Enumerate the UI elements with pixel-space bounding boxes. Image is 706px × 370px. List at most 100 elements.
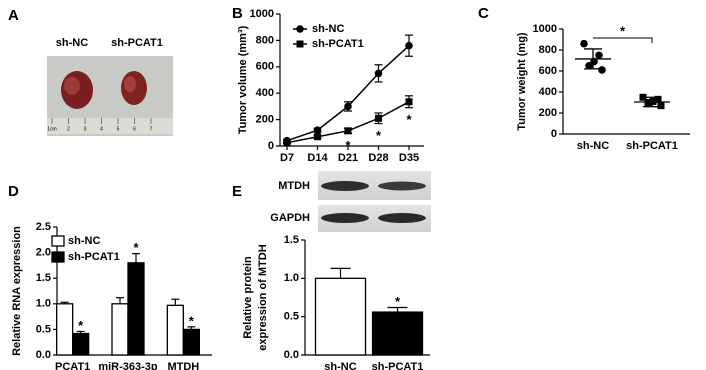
significance: * xyxy=(395,294,401,309)
y-tick-label: 0.5 xyxy=(36,323,51,335)
x-tick-label: sh-PCAT1 xyxy=(372,361,424,370)
bar xyxy=(166,304,184,356)
significance: * xyxy=(620,23,626,38)
marker xyxy=(314,133,321,141)
blot-band xyxy=(321,181,369,191)
blot-label: GAPDH xyxy=(270,212,310,224)
x-tick-label: sh-NC xyxy=(577,140,609,152)
marker xyxy=(657,102,665,110)
y-tick-label: 1000 xyxy=(250,8,274,20)
y-tick-label: 0.0 xyxy=(284,349,299,361)
significance: * xyxy=(189,313,195,328)
y-tick-label: 1.0 xyxy=(284,272,299,284)
marker xyxy=(283,139,291,147)
y-tick-label: 1.5 xyxy=(284,234,299,246)
tumor-highlight xyxy=(64,77,80,95)
tumor-highlight xyxy=(124,76,136,92)
blot-band xyxy=(321,213,369,223)
marker xyxy=(375,114,382,122)
y-tick-label: 600 xyxy=(256,61,274,73)
y-axis-label: Relative protein xyxy=(242,256,254,339)
y-axis-label: Tumor weight (mg) xyxy=(516,32,528,131)
x-tick-label: sh-PCAT1 xyxy=(626,140,678,152)
panel-letter: A xyxy=(8,7,19,24)
y-axis-label: Tumor volume (mm³) xyxy=(237,25,249,134)
ruler-label: 6 xyxy=(133,126,136,132)
marker xyxy=(590,57,598,66)
y-tick-label: 0 xyxy=(551,128,557,140)
ruler-marks: 1cm 2 3 4 5 6 7 xyxy=(47,118,153,132)
x-tick-label: D21 xyxy=(338,152,358,164)
y-axis-label: expression of MTDH xyxy=(257,244,269,350)
marker xyxy=(595,51,603,60)
legend-label: sh-PCAT1 xyxy=(68,251,120,263)
bar xyxy=(72,332,90,356)
y-tick-label: 800 xyxy=(256,34,274,46)
y-tick-label: 1.5 xyxy=(36,272,51,284)
blot-band xyxy=(378,213,426,223)
y-tick-label: 2.5 xyxy=(36,221,51,233)
marker xyxy=(296,25,304,33)
significance: * xyxy=(406,112,412,127)
ruler-label: 4 xyxy=(100,126,103,132)
photo-label: sh-NC xyxy=(56,37,88,49)
bar xyxy=(111,303,129,356)
legend-swatch xyxy=(51,251,65,263)
x-tick-label: D14 xyxy=(307,152,328,164)
x-tick-label: D28 xyxy=(368,152,388,164)
x-tick-label: miR-363-3p xyxy=(98,361,158,370)
bar xyxy=(127,262,145,356)
y-axis-label: Relative RNA expression xyxy=(11,226,23,356)
panel-letter: E xyxy=(232,183,242,200)
legend-swatch xyxy=(51,235,65,247)
legend-label: sh-NC xyxy=(68,235,100,247)
ruler xyxy=(47,118,173,134)
bar xyxy=(371,311,424,356)
bar xyxy=(56,303,74,356)
y-tick-label: 400 xyxy=(256,87,274,99)
panel-letter: B xyxy=(232,5,243,22)
y-tick-label: 400 xyxy=(539,86,557,98)
y-tick-label: 800 xyxy=(539,44,557,56)
x-tick-label: MTDH xyxy=(167,361,199,370)
marker xyxy=(580,39,588,48)
y-tick-label: 2.0 xyxy=(36,247,51,259)
marker xyxy=(344,127,352,135)
significance-bracket xyxy=(593,37,653,43)
ruler-label: 3 xyxy=(84,126,87,132)
legend-label: sh-PCAT1 xyxy=(312,38,364,50)
y-tick-label: 200 xyxy=(539,107,557,119)
marker xyxy=(313,126,322,134)
x-tick-label: D35 xyxy=(399,152,419,164)
significance: * xyxy=(78,318,84,333)
y-tick-label: 1.0 xyxy=(36,298,51,310)
marker xyxy=(654,95,662,103)
y-tick-label: 600 xyxy=(539,65,557,77)
significance: * xyxy=(345,138,351,153)
blot-label: MTDH xyxy=(278,180,310,192)
significance: * xyxy=(133,240,139,255)
y-tick-label: 0 xyxy=(268,140,274,152)
marker xyxy=(374,69,383,78)
panel-letter: C xyxy=(478,5,489,22)
ruler-label: 1cm xyxy=(47,126,56,132)
x-tick-label: D7 xyxy=(280,152,294,164)
ruler-label: 7 xyxy=(150,126,153,132)
marker xyxy=(405,41,413,50)
panel-letter: D xyxy=(8,183,19,200)
ruler-label: 2 xyxy=(67,126,70,132)
marker xyxy=(585,61,593,70)
line xyxy=(286,45,410,142)
y-tick-label: 1000 xyxy=(533,23,557,35)
y-tick-label: 0.5 xyxy=(284,311,299,323)
y-tick-label: 200 xyxy=(256,114,274,126)
x-tick-label: PCAT1 xyxy=(55,361,90,370)
marker xyxy=(296,40,304,48)
bar xyxy=(314,277,367,356)
significance: * xyxy=(376,128,382,143)
legend-label: sh-NC xyxy=(312,23,344,35)
x-tick-label: sh-NC xyxy=(324,361,356,370)
blot-band xyxy=(378,181,426,191)
marker xyxy=(598,66,606,74)
